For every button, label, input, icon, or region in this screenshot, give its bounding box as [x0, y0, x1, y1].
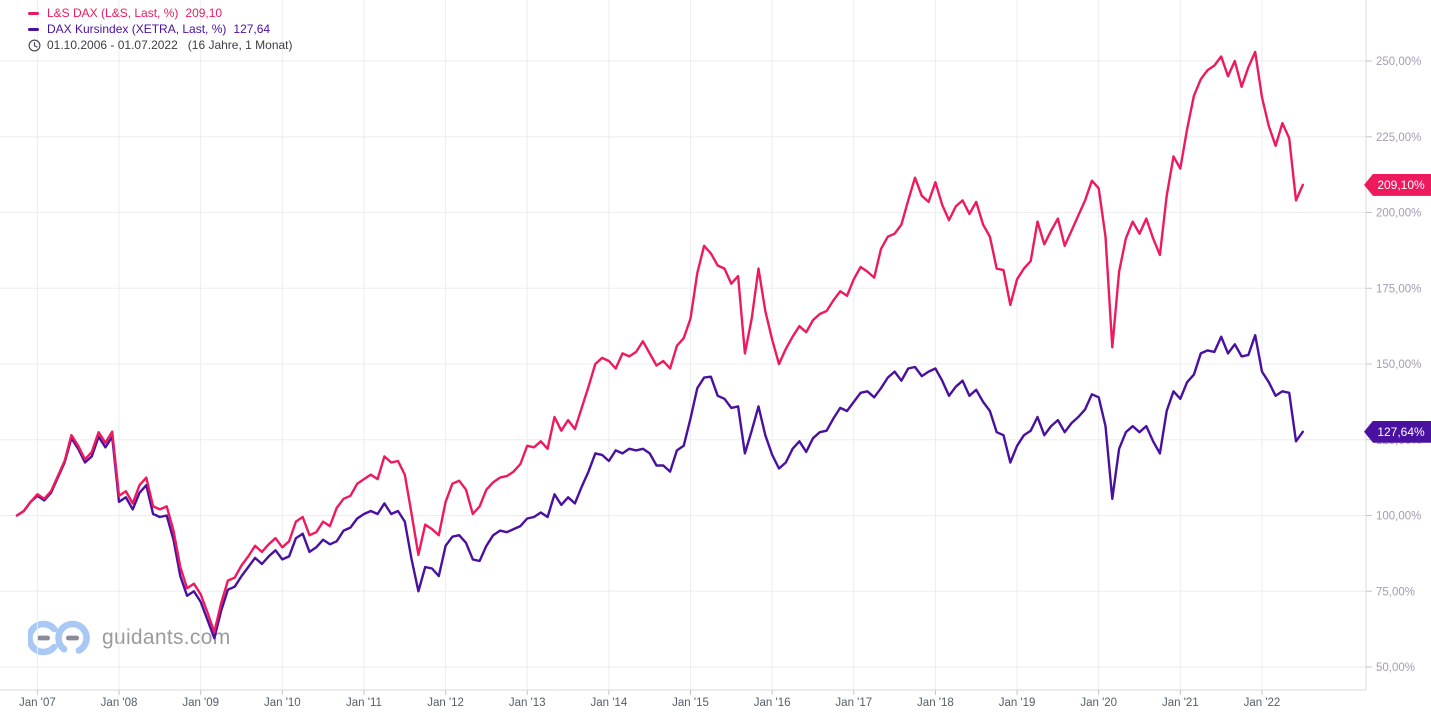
x-axis-label: Jan '17: [835, 697, 872, 709]
y-axis-label: 175,00%: [1376, 283, 1421, 295]
y-axis-label: 150,00%: [1376, 359, 1421, 371]
legend-period-row: 01.10.2006 - 01.07.2022 (16 Jahre, 1 Mon…: [28, 37, 293, 53]
y-axis-label: 75,00%: [1376, 586, 1415, 598]
guidants-watermark-text: guidants.com: [102, 626, 231, 649]
legend-series-lsdax[interactable]: L&S DAX (L&S, Last, %) 209,10: [28, 5, 293, 21]
series-color-dash-kursindex: [28, 27, 39, 31]
x-axis-label: Jan '20: [1080, 697, 1117, 709]
legend-series-value: 209,10: [185, 6, 223, 20]
x-axis-label: Jan '14: [591, 697, 628, 709]
series-color-dash-lsdax: [28, 11, 39, 15]
legend-series-label: DAX Kursindex (XETRA, Last, %): [47, 22, 227, 36]
chart-legend: L&S DAX (L&S, Last, %) 209,10 DAX Kursin…: [28, 5, 293, 53]
guidants-watermark: guidants.com: [28, 617, 231, 659]
x-axis-label: Jan '12: [427, 697, 464, 709]
y-axis-label: 200,00%: [1376, 208, 1421, 220]
guidants-logo-icon: [28, 620, 90, 656]
legend-series-label: L&S DAX (L&S, Last, %): [47, 6, 179, 20]
price-badge-kursindex: 127,64%: [1364, 420, 1431, 443]
x-axis-label: Jan '15: [672, 697, 709, 709]
legend-series-dax-kursindex[interactable]: DAX Kursindex (XETRA, Last, %) 127,64: [28, 21, 293, 37]
x-axis-label: Jan '18: [917, 697, 954, 709]
x-axis-label: Jan '19: [999, 697, 1036, 709]
x-axis-label: Jan '22: [1244, 697, 1281, 709]
y-axis-label: 225,00%: [1376, 132, 1421, 144]
y-axis-label: 250,00%: [1376, 56, 1421, 68]
x-axis-label: Jan '13: [509, 697, 546, 709]
clock-icon: [28, 38, 41, 52]
y-axis-label: 50,00%: [1376, 662, 1415, 674]
x-axis-label: Jan '10: [264, 697, 301, 709]
x-axis-label: Jan '09: [182, 697, 219, 709]
x-axis-label: Jan '11: [346, 697, 382, 709]
x-axis-label: Jan '07: [19, 697, 56, 709]
series-line-kursindex: [15, 334, 1304, 640]
period-range: 01.10.2006 - 01.07.2022: [47, 38, 178, 52]
x-axis-label: Jan '08: [101, 697, 138, 709]
x-axis-label: Jan '21: [1162, 697, 1199, 709]
period-duration: (16 Jahre, 1 Monat): [187, 38, 293, 52]
x-axis-label: Jan '16: [754, 697, 791, 709]
price-badge-lsdax: 209,10%: [1364, 173, 1431, 196]
series-line-lsdax: [15, 50, 1304, 634]
y-axis-label: 100,00%: [1376, 511, 1421, 523]
legend-series-value: 127,64: [233, 22, 271, 36]
